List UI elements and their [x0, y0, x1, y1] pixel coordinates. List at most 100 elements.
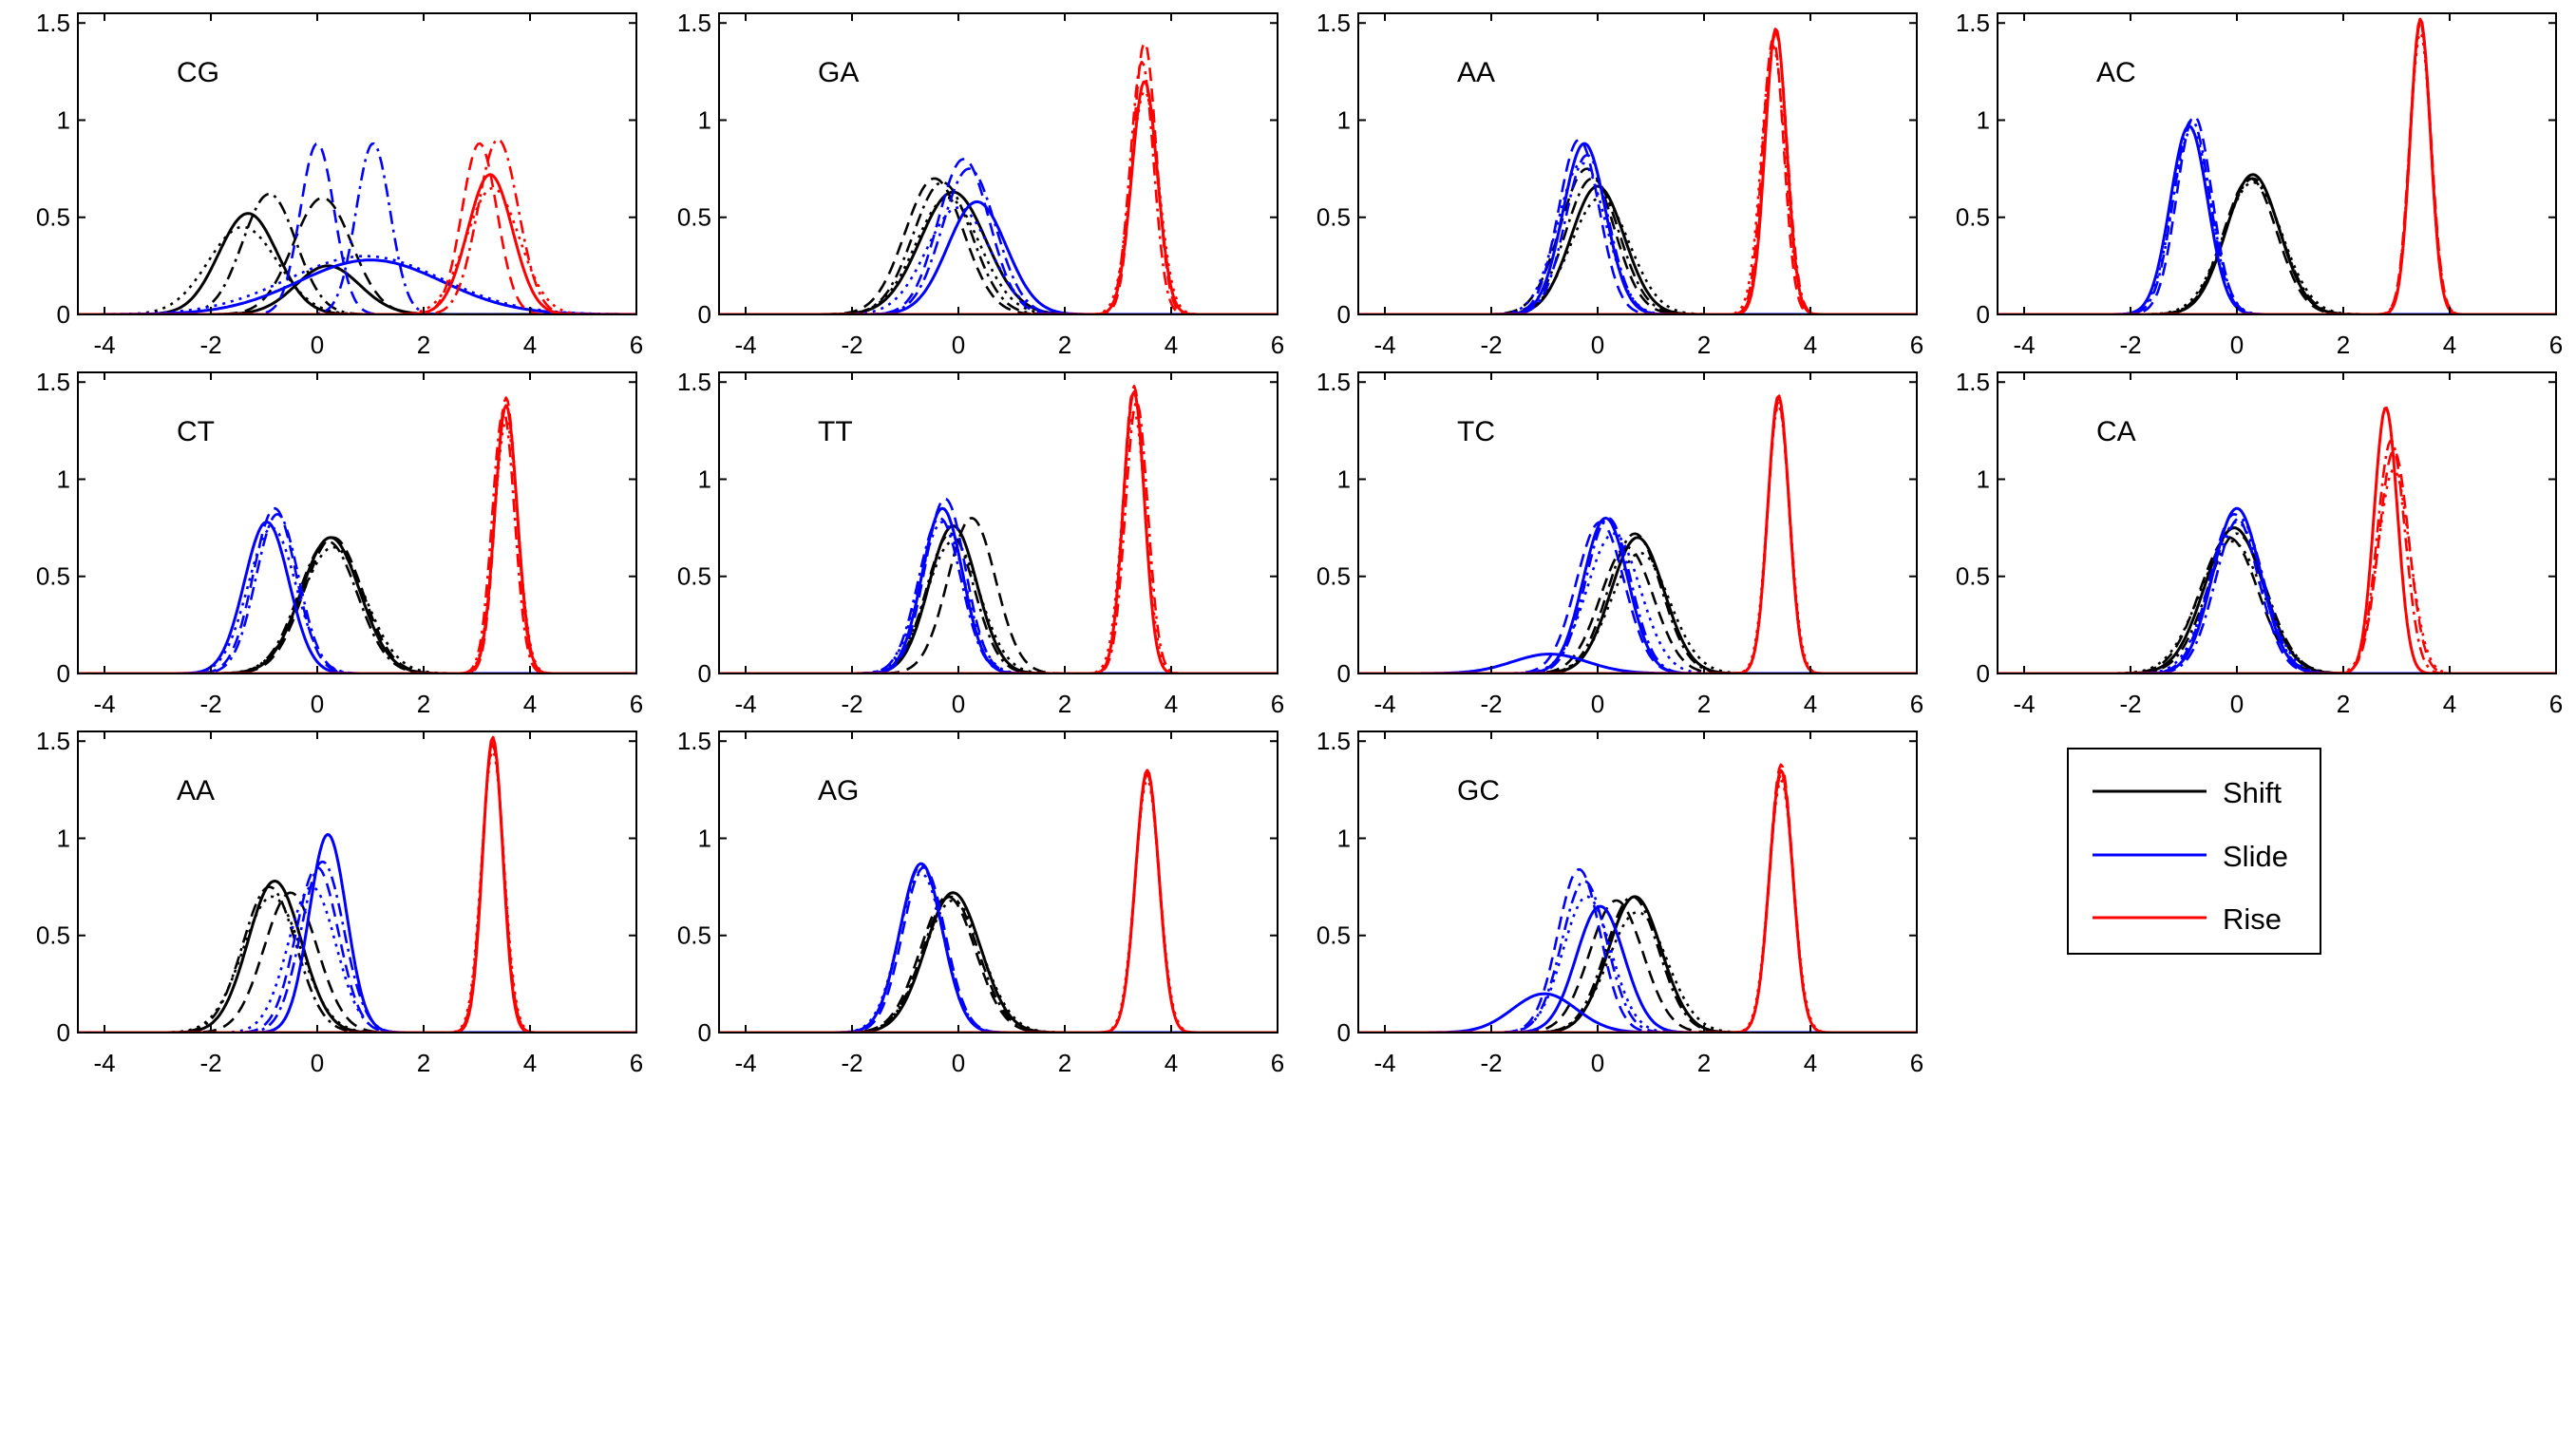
x-tick-label: 2 [417, 1049, 430, 1077]
slide-curve-dashdot-2 [78, 142, 636, 314]
plot-area [1358, 13, 1917, 314]
x-tick-label: 0 [1591, 690, 1604, 718]
y-tick-label: 0 [57, 300, 70, 329]
legend-label-slide: Slide [2223, 840, 2288, 873]
shift-curve-dashdot-3 [1358, 532, 1917, 674]
y-tick-label: 0.5 [1316, 203, 1351, 232]
shift-curve-dashed-2 [1358, 899, 1917, 1033]
x-tick-label: -2 [2119, 690, 2141, 718]
shift-curve-dashdot-3 [1998, 532, 2556, 674]
plot-area [1998, 13, 2556, 314]
legend-label-shift: Shift [2223, 776, 2282, 809]
y-tick-label: 0 [1337, 1018, 1351, 1047]
y-tick-label: 0 [1337, 300, 1351, 329]
y-tick-label: 1.5 [1316, 727, 1351, 755]
axes-frame [1997, 371, 2557, 674]
x-tick-label: -4 [1373, 690, 1395, 718]
plot-area [719, 372, 1278, 674]
shift-curve-dashdot-3 [1358, 177, 1917, 314]
subplot-aa-9: -4 -2 0 2 4 6 0 0.5 1 1.5 AA [36, 727, 643, 1077]
slide-curve-dashed-2 [1358, 138, 1917, 314]
shift-curve-solid-1 [78, 536, 636, 674]
slide-curve-dashed-3 [1358, 868, 1917, 1033]
x-tick-label: 2 [1697, 331, 1711, 359]
x-tick-label: 2 [1058, 331, 1071, 359]
subplot-ac-4: -4 -2 0 2 4 6 0 0.5 1 1.5 AC [1956, 9, 2563, 359]
y-tick-label: 0 [57, 659, 70, 688]
x-tick-label: 2 [1058, 1049, 1071, 1077]
x-tick-label: -2 [1480, 331, 1502, 359]
x-tick-label: 6 [1271, 1049, 1284, 1077]
y-tick-label: 0 [698, 300, 711, 329]
x-tick-label: -4 [2013, 331, 2035, 359]
rise-curve-solid-1 [78, 173, 636, 314]
x-tick-label: 4 [523, 690, 537, 718]
x-tick-label: 0 [952, 331, 965, 359]
subplot-gc-11: -4 -2 0 2 4 6 0 0.5 1 1.5 GC [1316, 727, 1923, 1077]
x-tick-label: 6 [630, 690, 643, 718]
x-tick-label: -4 [2013, 690, 2035, 718]
x-tick-label: 6 [2549, 690, 2563, 718]
plot-area [719, 731, 1278, 1033]
shift-curve-dotted-4 [78, 225, 636, 314]
subplot-aa-3: -4 -2 0 2 4 6 0 0.5 1 1.5 AA [1316, 9, 1923, 359]
shift-curve-dashed-2 [1358, 545, 1917, 674]
x-tick-label: -2 [199, 331, 221, 359]
y-tick-label: 0.5 [36, 562, 70, 591]
shift-curve-solid-5 [78, 264, 636, 314]
x-tick-label: -2 [841, 690, 862, 718]
y-tick-label: 1 [57, 105, 70, 134]
y-tick-label: 0 [1977, 300, 1990, 329]
legend-box [2067, 748, 2321, 955]
curves [1998, 407, 2556, 674]
x-tick-label: -2 [841, 331, 862, 359]
y-tick-label: 1 [698, 824, 711, 852]
slide-curve-dashdot-3 [78, 860, 636, 1033]
plot-area [78, 372, 636, 674]
y-tick-label: 1.5 [36, 727, 70, 755]
panel-label: CT [177, 416, 215, 447]
x-tick-label: -4 [93, 690, 115, 718]
y-tick-label: 1 [1977, 465, 1990, 493]
x-tick-label: 6 [1910, 690, 1923, 718]
y-tick-label: 0.5 [677, 562, 711, 591]
panel-label: GC [1457, 775, 1500, 806]
y-tick-label: 0.5 [36, 921, 70, 950]
shift-curve-dashed-3 [78, 197, 636, 314]
slide-curve-solid-1 [1358, 904, 1917, 1033]
x-tick-label: 2 [2337, 690, 2350, 718]
subplot-ga-2: -4 -2 0 2 4 6 0 0.5 1 1.5 GA [677, 9, 1284, 359]
y-tick-label: 1 [698, 465, 711, 493]
y-tick-label: 1.5 [36, 368, 70, 396]
x-tick-label: 6 [1910, 1049, 1923, 1077]
x-tick-label: 4 [523, 1049, 537, 1077]
y-tick-label: 1 [1977, 105, 1990, 134]
axes-frame [1357, 371, 1918, 674]
plot-area [1358, 372, 1917, 674]
rise-curve-dashdot-3 [78, 138, 636, 314]
shift-curve-dashdot-3 [78, 540, 636, 674]
x-tick-label: 2 [1697, 690, 1711, 718]
slide-curve-solid-1 [1358, 142, 1917, 314]
x-tick-label: -2 [199, 690, 221, 718]
axes-frame [77, 730, 637, 1034]
y-tick-label: 1.5 [1316, 9, 1351, 37]
x-tick-label: 6 [1271, 331, 1284, 359]
x-tick-label: 4 [1804, 331, 1817, 359]
x-tick-label: 0 [952, 1049, 965, 1077]
x-tick-label: 2 [1697, 1049, 1711, 1077]
x-tick-label: 0 [311, 331, 324, 359]
y-tick-label: 1 [698, 105, 711, 134]
rise-curve-dotted-4 [78, 186, 636, 314]
x-tick-label: 2 [1058, 690, 1071, 718]
panel-label: CG [177, 57, 219, 88]
panels-group: -4 -2 0 2 4 6 0 0.5 1 1.5 CG -4 -2 0 2 4 6 0 0.5 1 1.5 GA -4 -2… [36, 9, 2563, 1077]
plot-area [78, 13, 636, 314]
y-tick-label: 0 [698, 659, 711, 688]
legend: Shift Slide Rise [2067, 748, 2321, 955]
shift-curve-dotted-4 [1998, 180, 2556, 314]
axes-frame [1997, 12, 2557, 315]
panel-label: TT [818, 416, 853, 447]
shift-curve-dashed-2 [1998, 177, 2556, 314]
x-tick-label: 0 [1591, 1049, 1604, 1077]
